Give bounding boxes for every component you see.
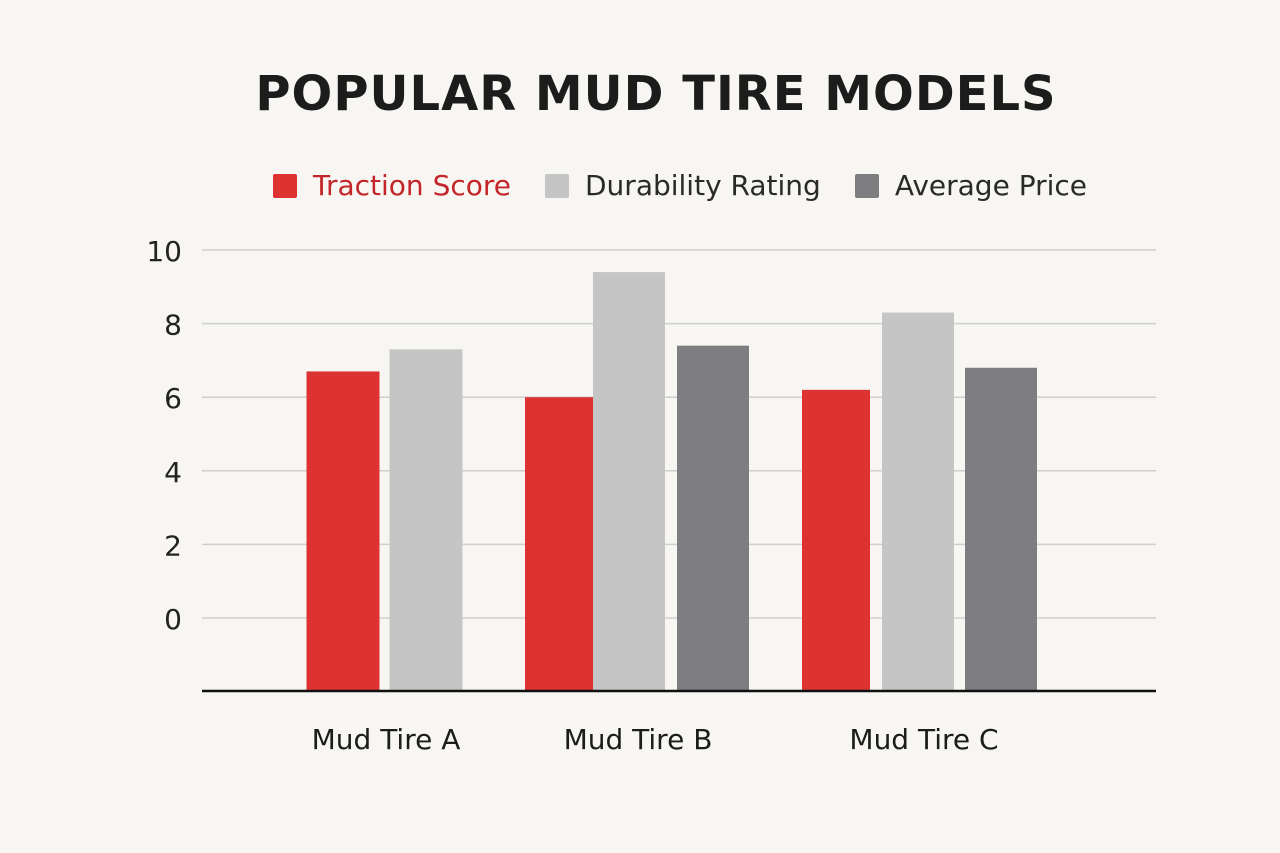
legend-swatch-traction-score: [272, 174, 297, 198]
legend-item-durability-rating: Durability Rating: [545, 166, 821, 206]
bar-mud-tire-b-traction-score: [525, 397, 593, 691]
legend-swatch-average-price: [854, 174, 879, 198]
y-tick-label-0: 0: [164, 603, 182, 636]
legend: Traction Score Durability Rating Average…: [0, 166, 1280, 206]
y-tick-label-4: 4: [164, 456, 182, 489]
legend-label-average-price: Average Price: [894, 169, 1087, 202]
legend-label-traction-score: Traction Score: [312, 169, 511, 202]
bar-mud-tire-c-durability-rating: [882, 312, 954, 691]
x-tick-label-mud-tire-c: Mud Tire C: [849, 723, 998, 756]
legend-item-traction-score: Traction Score: [272, 166, 511, 206]
legend-label-durability-rating: Durability Rating: [585, 169, 821, 202]
bar-mud-tire-b-average-price: [677, 345, 749, 691]
x-tick-label-mud-tire-a: Mud Tire A: [312, 723, 461, 756]
legend-swatch-durability-rating: [545, 174, 569, 198]
bar-mud-tire-a-traction-score: [306, 371, 380, 691]
y-tick-label-6: 6: [164, 382, 182, 415]
chart-title: POPULAR MUD TIRE MODELS: [255, 66, 1057, 122]
bar-mud-tire-b-durability-rating: [593, 272, 665, 691]
x-tick-label-mud-tire-b: Mud Tire B: [564, 723, 713, 756]
y-tick-label-10: 10: [146, 235, 182, 268]
bar-mud-tire-a-durability-rating: [389, 349, 463, 691]
bar-mud-tire-c-average-price: [965, 367, 1037, 691]
legend-item-average-price: Average Price: [854, 166, 1087, 206]
y-tick-label-8: 8: [164, 309, 182, 342]
y-tick-label-2: 2: [164, 529, 182, 562]
bar-mud-tire-c-traction-score: [802, 389, 870, 691]
